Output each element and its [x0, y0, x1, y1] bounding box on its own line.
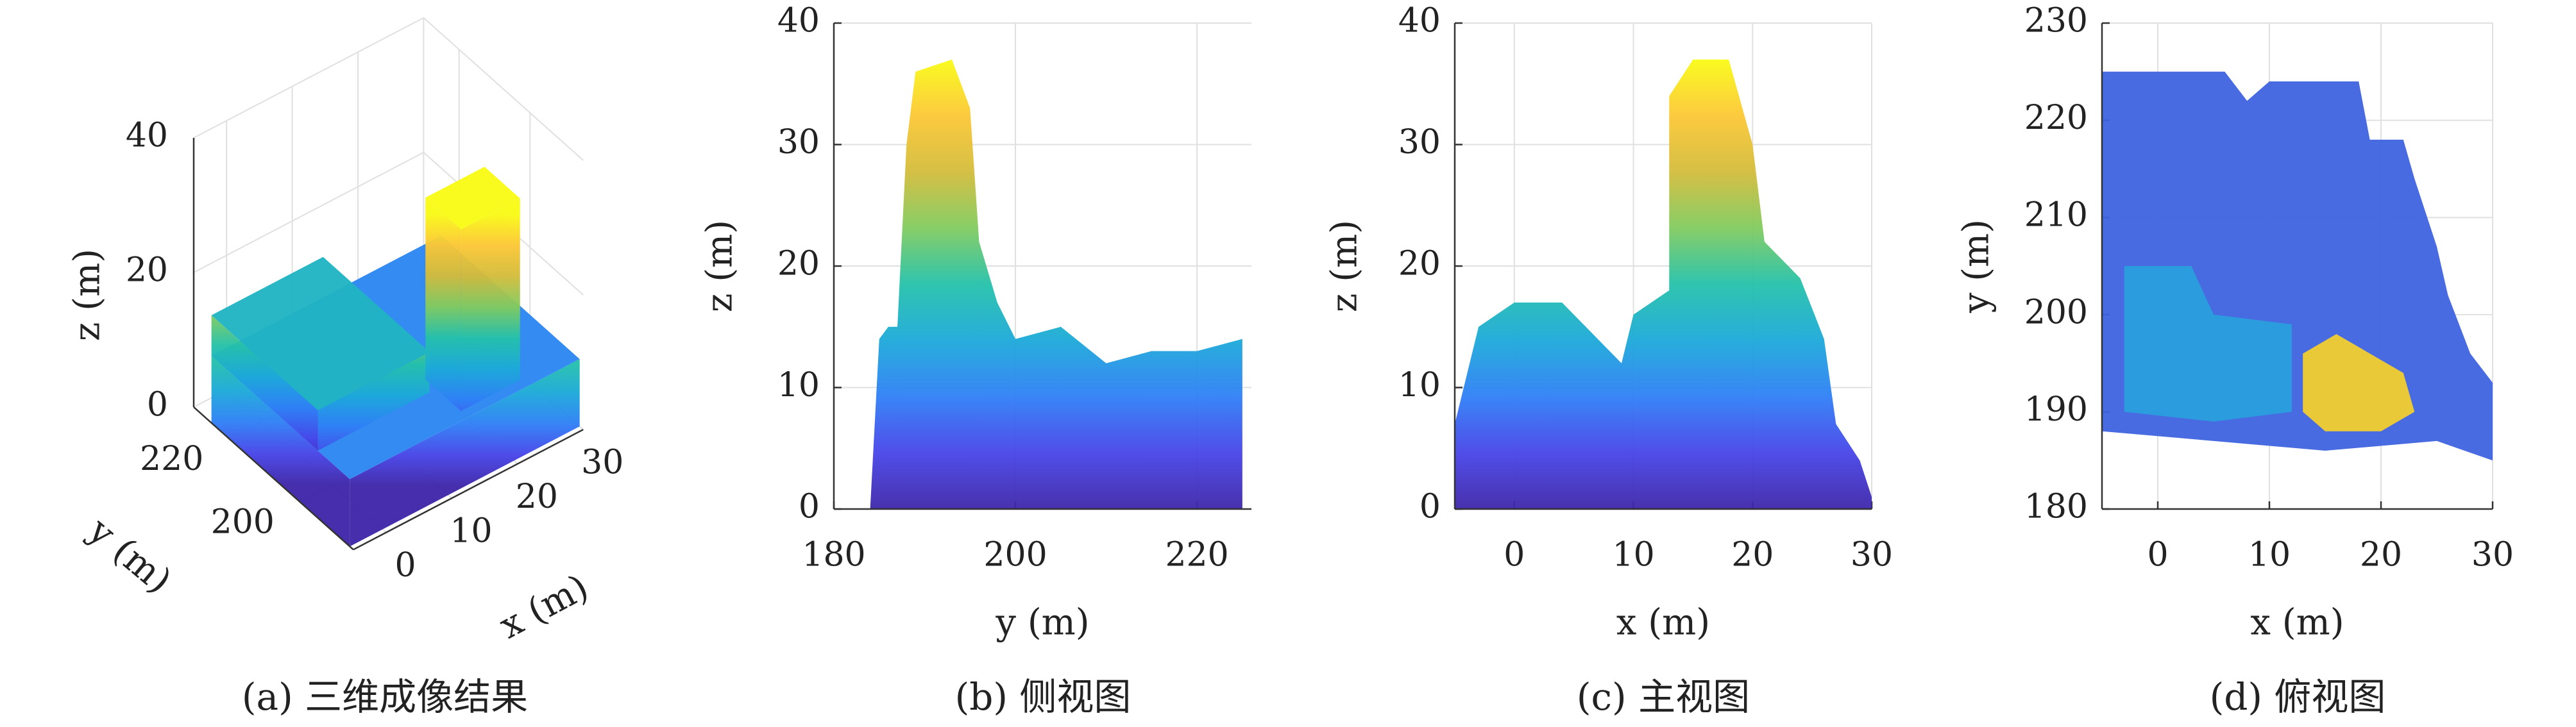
x-tick-label: 0 [2147, 536, 2168, 574]
x-tick-label: 200 [983, 536, 1047, 574]
axis [193, 406, 354, 551]
y-tick-label: 220 [2024, 99, 2088, 137]
caption: (c) 主视图 [1577, 675, 1750, 719]
y-axis-label: z (m) [1324, 220, 1366, 312]
point-cloud [1455, 59, 1872, 510]
point-cloud-region [2124, 266, 2292, 422]
x-tick-label: 0 [395, 546, 416, 585]
x-tick-label: 20 [516, 478, 558, 516]
z-tick-label: 40 [126, 117, 168, 155]
y-tick-label: 10 [1398, 366, 1441, 405]
y-tick-label: 0 [799, 488, 820, 526]
y-tick-label: 190 [2024, 390, 2088, 429]
y-tick-label: 30 [777, 123, 820, 162]
z-tick-label: 0 [147, 386, 168, 424]
y-tick-label: 40 [777, 2, 820, 40]
grid-line [423, 17, 584, 161]
point-cloud-block [211, 355, 350, 547]
x-axis-label: x (m) [2250, 602, 2344, 644]
point-cloud-block [425, 167, 520, 230]
y-axis-label: z (m) [699, 220, 741, 312]
y-tick-label: 210 [2024, 196, 2088, 235]
caption: (d) 俯视图 [2210, 675, 2386, 719]
y-tick-label: 30 [1398, 123, 1441, 162]
x-tick-label: 30 [1851, 536, 1893, 574]
x-tick-label: 0 [1504, 536, 1525, 574]
x-tick-label: 10 [450, 512, 492, 551]
point-cloud-block [211, 315, 318, 451]
x-axis-label: x (m) [1616, 602, 1710, 644]
y-tick-label: 20 [1398, 245, 1441, 283]
y-tick-label: 40 [1398, 2, 1441, 40]
x-tick-label: 10 [1612, 536, 1654, 574]
y-tick-label: 10 [777, 366, 820, 405]
y-tick-label: 180 [2024, 488, 2088, 526]
x-axis-label: y (m) [995, 602, 1089, 644]
grid-line [193, 17, 424, 138]
x-tick-label: 220 [1165, 536, 1228, 574]
z-axis-label: z (m) [67, 249, 108, 341]
point-cloud-block [425, 197, 461, 412]
x-tick-label: 20 [1731, 536, 1774, 574]
z-tick-label: 20 [126, 251, 168, 290]
x-tick-label: 10 [2248, 536, 2291, 574]
x-tick-label: 20 [2360, 536, 2402, 574]
caption: (b) 侧视图 [955, 675, 1131, 719]
y-tick-label: 230 [2024, 2, 2088, 40]
x-axis-label: x (m) [493, 566, 595, 647]
y-tick-label: 20 [777, 245, 820, 283]
x-tick-label: 180 [802, 536, 865, 574]
y-tick-label: 200 [211, 503, 275, 542]
caption: (a) 三维成像结果 [242, 675, 528, 719]
point-cloud-block [318, 351, 430, 451]
point-cloud-block [211, 256, 430, 410]
point-cloud-block [461, 198, 520, 412]
y-tick-label: 0 [1419, 488, 1441, 526]
y-tick-label: 220 [140, 440, 203, 478]
grid-line [193, 151, 424, 273]
point-cloud-region [2303, 334, 2415, 431]
x-tick-label: 30 [2471, 536, 2514, 574]
point-cloud-block [350, 359, 580, 547]
x-tick-label: 30 [581, 444, 623, 482]
y-tick-label: 200 [2024, 293, 2088, 331]
axis [353, 428, 584, 551]
y-axis-label: y (m) [1956, 219, 1997, 313]
y-axis-label: y (m) [80, 509, 180, 601]
point-cloud [870, 59, 1242, 510]
